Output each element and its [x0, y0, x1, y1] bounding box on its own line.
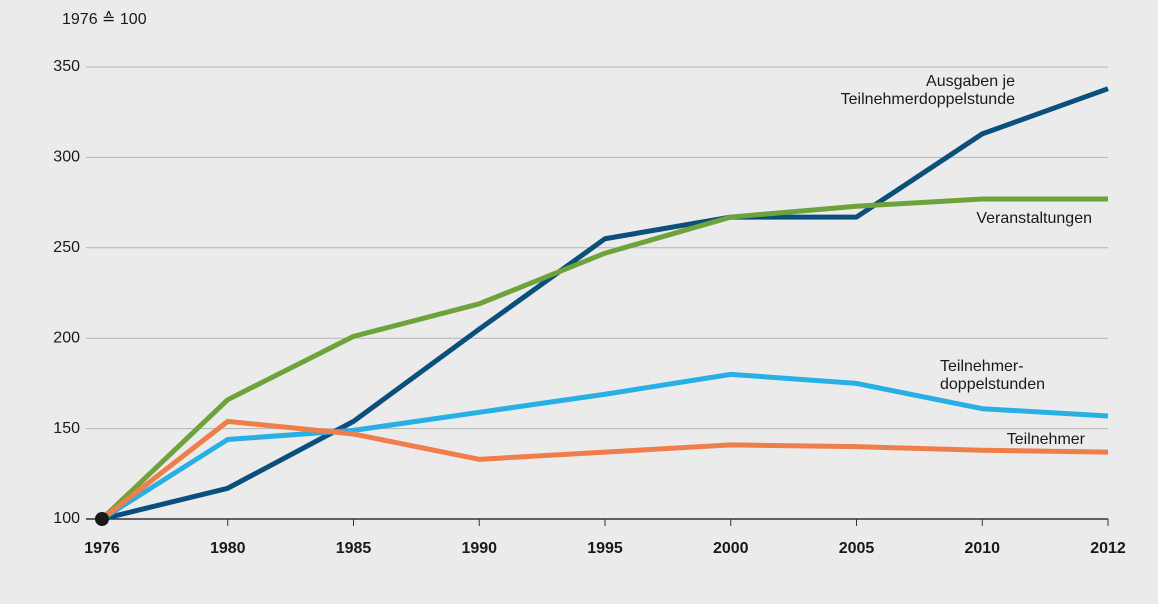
- y-tick-label: 300: [53, 149, 80, 166]
- x-tick-label: 1985: [336, 540, 372, 557]
- origin-dot: [95, 512, 109, 526]
- series-line: [100, 418, 1109, 521]
- y-tick-label: 250: [53, 239, 80, 256]
- x-tick-label: 2010: [964, 540, 1000, 557]
- x-tick-label: 2005: [839, 540, 875, 557]
- series-label: doppelstunden: [940, 376, 1045, 393]
- y-tick-label: 350: [53, 58, 80, 75]
- series-label: Teilnehmer: [1007, 431, 1086, 448]
- y-tick-label: 200: [53, 329, 80, 346]
- series-label: Ausgaben je: [926, 73, 1015, 90]
- x-tick-label: 1995: [587, 540, 623, 557]
- series-label: Veranstaltungen: [976, 210, 1092, 227]
- x-tick-label: 2000: [713, 540, 749, 557]
- series-line: [100, 196, 1108, 521]
- x-tick-label: 1990: [461, 540, 497, 557]
- x-tick-label: 1976: [84, 540, 120, 557]
- y-tick-label: 150: [53, 420, 80, 437]
- y-tick-label: 100: [53, 510, 80, 527]
- series-line: [100, 371, 1109, 522]
- series-label: Teilnehmerdoppelstunde: [841, 91, 1015, 108]
- series-label: Teilnehmer-: [940, 358, 1024, 375]
- series-line: [101, 86, 1109, 522]
- x-tick-label: 2012: [1090, 540, 1126, 557]
- y-axis-label: 1976 ≙ 100: [62, 11, 147, 28]
- x-tick-label: 1980: [210, 540, 246, 557]
